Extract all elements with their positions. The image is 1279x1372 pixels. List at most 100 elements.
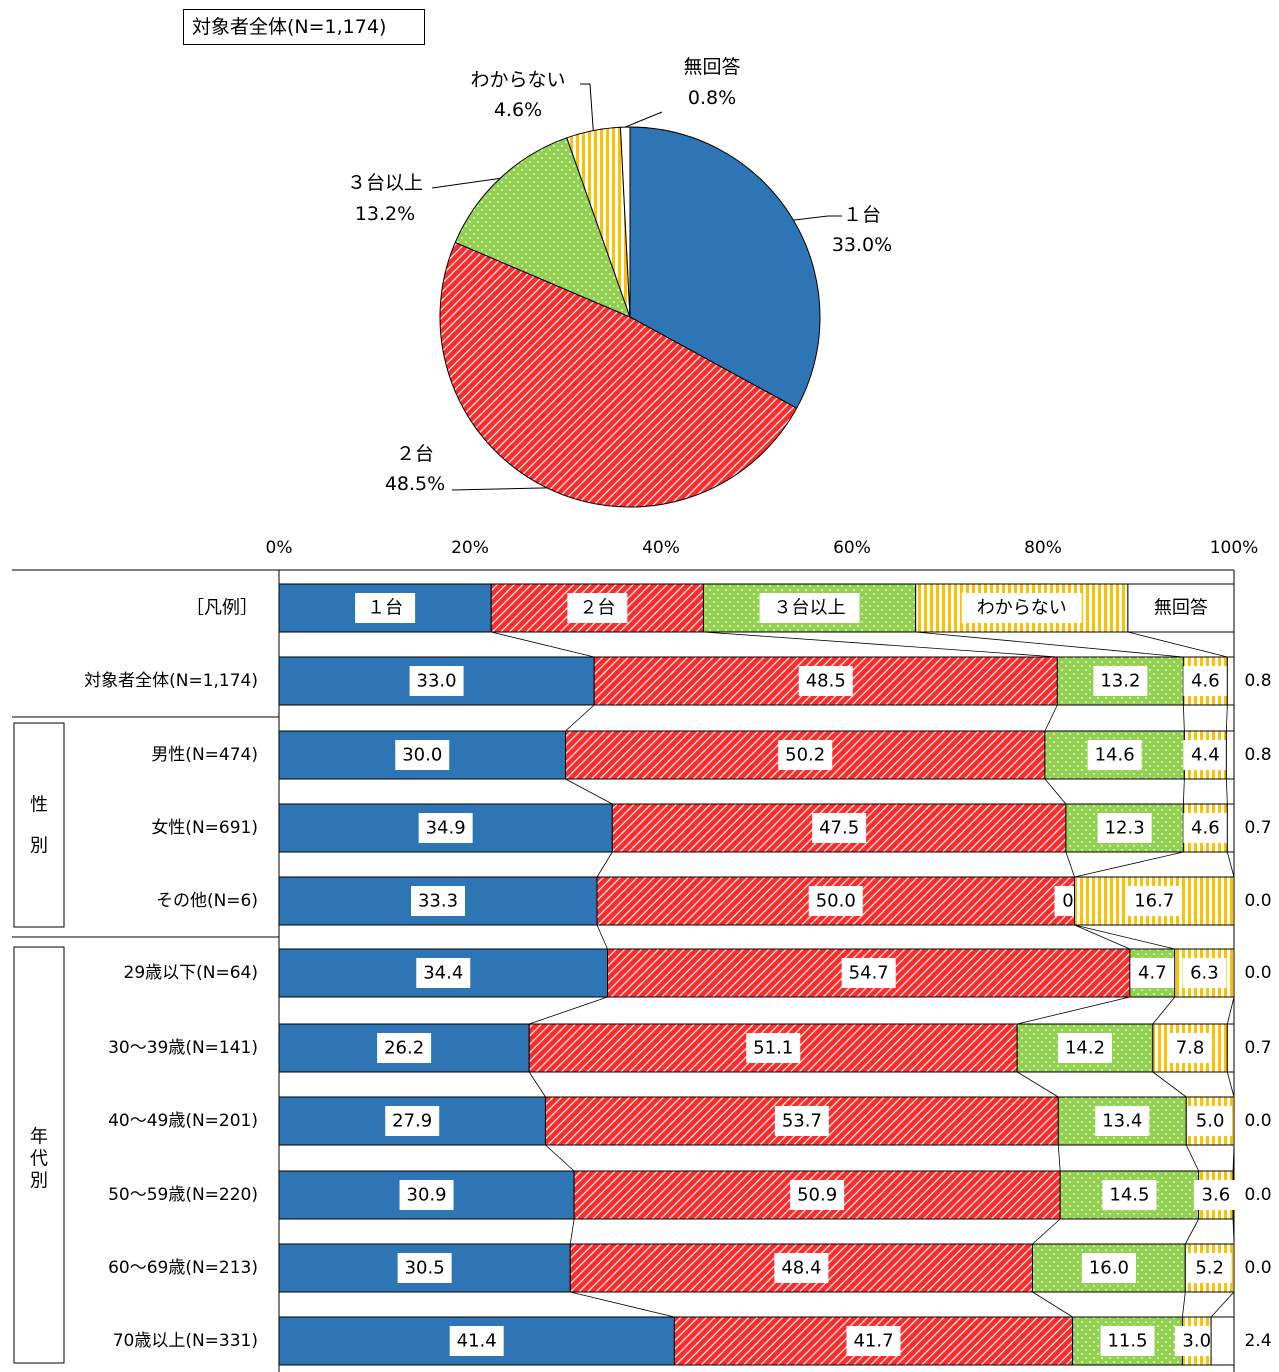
bar-label-r9-s4-box xyxy=(1187,1253,1232,1283)
connector-r3-1 xyxy=(565,778,613,805)
bar-seg-r2-s5 xyxy=(1225,730,1235,780)
bar-label-r8-s4-box xyxy=(1193,1180,1238,1210)
bar-label-r9-s4: 5.2 xyxy=(1195,1258,1224,1279)
bar-label-r3-s2: 47.5 xyxy=(819,818,859,839)
x-tick-2: 40% xyxy=(642,538,680,558)
pie-leader-3 xyxy=(431,177,501,189)
connector-r4-4 xyxy=(1226,851,1235,878)
bar-label-r7-s3-box xyxy=(1095,1106,1150,1136)
connector-r2-4 xyxy=(1225,704,1228,732)
bar-label-r1-s1-box xyxy=(409,666,464,696)
bar-label-r9-s2: 48.4 xyxy=(781,1258,821,1279)
bar-label-r9-s3-box xyxy=(1081,1253,1136,1283)
bar-label-r2-s1-box xyxy=(395,740,450,770)
bar-label-r10-s1: 41.4 xyxy=(457,1331,497,1352)
legend-label-1-box xyxy=(355,593,416,623)
row-label-3: 女性(N=691) xyxy=(151,818,258,838)
bar-seg-r10-s5 xyxy=(1210,1316,1235,1366)
bar-label-r5-s5: 0.0 xyxy=(1244,963,1271,983)
bar-label-r1-s2-box xyxy=(798,666,853,696)
bar-label-r2-s2: 50.2 xyxy=(785,745,825,766)
pie-label-5: 無回答 xyxy=(683,56,740,78)
connector-r7-3 xyxy=(1152,1071,1187,1098)
legend-label-3: ３台以上 xyxy=(774,598,846,619)
bar-seg-r1-s5 xyxy=(1226,656,1235,706)
connector-r4-3 xyxy=(1074,851,1184,878)
bar-label-r10-s2-box xyxy=(846,1326,901,1356)
connector-r6-2 xyxy=(1017,996,1130,1025)
bar-label-r7-s4-box xyxy=(1188,1106,1233,1136)
pie-label-2: ２台 xyxy=(396,443,434,465)
legend-label-4-box xyxy=(961,593,1082,623)
group-label-age-3: 別 xyxy=(30,1171,48,1192)
bar-label-r5-s3: 4.7 xyxy=(1138,963,1167,984)
bar-label-r6-s1: 26.2 xyxy=(384,1038,424,1059)
pie-slice-3 xyxy=(454,137,631,318)
bar-label-r2-s1: 30.0 xyxy=(402,745,442,766)
bar-label-r1-s4: 4.6 xyxy=(1191,671,1220,692)
bar-label-r4-s2-box xyxy=(808,886,863,916)
connector-r10-3 xyxy=(1182,1291,1186,1318)
bar-label-r1-s3: 13.2 xyxy=(1100,671,1140,692)
connector-r8-2 xyxy=(1057,1144,1061,1172)
connector-r3-4 xyxy=(1225,778,1228,805)
bar-label-r7-s5: 0.0 xyxy=(1244,1111,1271,1131)
pie-value-2: 48.5% xyxy=(385,473,445,495)
bar-label-r2-s5: 0.8 xyxy=(1244,745,1271,765)
bar-label-r7-s3: 13.4 xyxy=(1102,1111,1142,1132)
row-label-4: その他(N=6) xyxy=(156,891,258,911)
x-tick-0: 0% xyxy=(266,538,293,558)
legend-label-3-box xyxy=(759,593,860,623)
bar-label-r10-s4: 3.0 xyxy=(1182,1331,1211,1352)
connector-r8-4 xyxy=(1232,1144,1235,1172)
bar-label-r3-s4: 4.6 xyxy=(1191,818,1220,839)
connector-r1-3 xyxy=(915,631,1184,658)
bar-label-r1-s3-box xyxy=(1093,666,1148,696)
bar-label-r3-s4-box xyxy=(1183,813,1228,843)
connector-r9-2 xyxy=(1032,1218,1061,1245)
connector-r6-1 xyxy=(529,996,608,1025)
group-label-age-2: 代 xyxy=(30,1149,48,1170)
bar-label-r3-s1: 34.9 xyxy=(426,818,466,839)
row-label-7: 40～49歳(N=201) xyxy=(108,1111,258,1131)
pie-leader-1 xyxy=(793,215,842,221)
bar-label-r5-s3-box xyxy=(1130,958,1175,988)
bar-label-r2-s2-box xyxy=(778,740,833,770)
bar-label-r10-s3: 11.5 xyxy=(1107,1331,1147,1352)
bar-label-r1-s2: 48.5 xyxy=(806,671,846,692)
bar-label-r5-s4: 6.3 xyxy=(1190,963,1219,984)
bar-label-r4-s5: 0.0 xyxy=(1244,891,1271,911)
pie-value-3: 13.2% xyxy=(355,203,415,225)
bar-label-r6-s5: 0.7 xyxy=(1244,1038,1271,1058)
pie-slice-5 xyxy=(619,126,631,318)
bar-label-r3-s3-box xyxy=(1097,813,1152,843)
pie-value-1: 33.0% xyxy=(832,234,892,256)
bar-label-r4-s1-box xyxy=(411,886,466,916)
bar-label-r2-s3: 14.6 xyxy=(1095,745,1135,766)
bar-label-r6-s2: 51.1 xyxy=(753,1038,793,1059)
bar-label-r9-s1-box xyxy=(397,1253,452,1283)
bar-label-r2-s3-box xyxy=(1087,740,1142,770)
bar-label-r9-s5: 0.0 xyxy=(1244,1258,1271,1278)
row-label-2: 男性(N=474) xyxy=(151,745,258,765)
bar-label-r10-s3-box xyxy=(1100,1326,1155,1356)
bar-seg-r6-s5 xyxy=(1226,1023,1235,1073)
bar-label-r7-s2-box xyxy=(774,1106,829,1136)
pie-leader-4 xyxy=(580,83,594,131)
row-label-1: 対象者全体(N=1,174) xyxy=(84,671,258,691)
legend-row-label: ［凡例］ xyxy=(186,598,258,619)
connector-r4-2 xyxy=(1065,851,1075,878)
connector-r8-1 xyxy=(545,1144,575,1172)
bar-label-r8-s3-box xyxy=(1102,1180,1157,1210)
connector-r1-2 xyxy=(703,631,1058,658)
bar-label-r8-s2: 50.9 xyxy=(797,1185,837,1206)
bar-label-r5-s2-box xyxy=(841,958,896,988)
bar-label-r4-s2: 50.0 xyxy=(816,891,856,912)
bar-label-r9-s1: 30.5 xyxy=(405,1258,445,1279)
connector-r2-2 xyxy=(1044,704,1058,732)
bar-label-r5-s1-box xyxy=(416,958,471,988)
pie-title: 対象者全体(N=1,174) xyxy=(183,9,425,45)
bar-label-r10-s1-box xyxy=(449,1326,504,1356)
bar-label-r8-s1-box xyxy=(399,1180,454,1210)
